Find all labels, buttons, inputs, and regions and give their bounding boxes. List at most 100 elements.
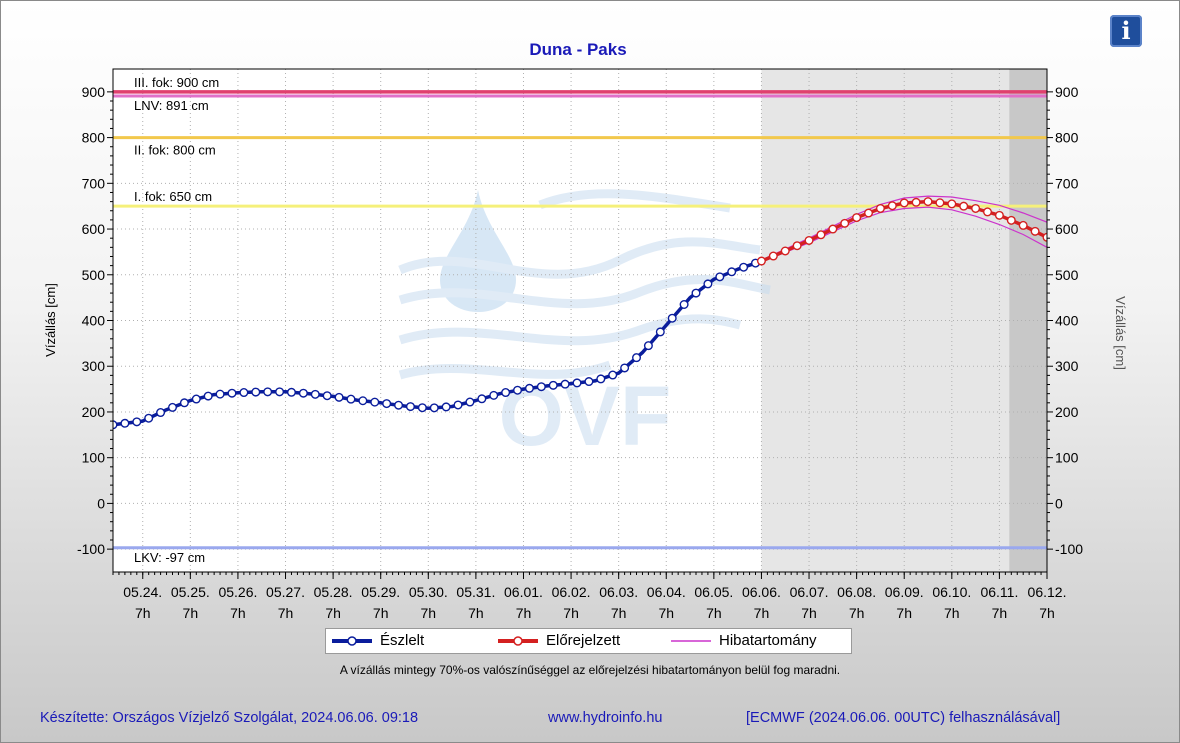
observed-point [727, 267, 737, 277]
observed-point [453, 400, 463, 410]
x-tick-label-date: 06.10. [932, 584, 971, 600]
x-tick-label-hour: 7h [183, 605, 199, 621]
legend-swatches [332, 636, 711, 646]
observed-point [203, 391, 213, 401]
y-tick-label-left: 800 [82, 130, 106, 146]
forecast-point [911, 197, 921, 207]
observed-point [703, 279, 713, 289]
forecast-point [1030, 226, 1040, 236]
observed-line [113, 259, 762, 427]
footer-source: [ECMWF (2024.06.06. 00UTC) felhasználásá… [746, 710, 1061, 726]
observed-point [286, 387, 296, 397]
observed-point [251, 387, 261, 397]
y-tick-label-right: 700 [1055, 175, 1079, 191]
forecast-point [875, 203, 885, 213]
y-tick-label-right: 400 [1055, 313, 1079, 329]
x-tick-label-hour: 7h [373, 605, 389, 621]
observed-point [739, 262, 749, 272]
observed-point [156, 408, 166, 418]
x-tick-label-date: 06.04. [647, 584, 686, 600]
x-tick-label-hour: 7h [944, 605, 960, 621]
forecast-point [1018, 220, 1028, 230]
footer-author: Készítette: Országos Vízjelző Szolgálat,… [40, 710, 419, 726]
observed-point [667, 313, 677, 323]
y-tick-label-left: 0 [97, 495, 105, 511]
footer-website[interactable]: www.hydroinfo.hu [548, 710, 663, 726]
x-tick-label-date: 06.07. [790, 584, 829, 600]
x-tick-label-hour: 7h [135, 605, 151, 621]
observed-point [417, 403, 427, 413]
x-tick-label-hour: 7h [563, 605, 579, 621]
observed-point [405, 402, 415, 412]
probability-note: A vízállás mintegy 70%-os valószínűségge… [339, 663, 841, 677]
forecast-point [828, 224, 838, 234]
extended-forecast-region [1009, 69, 1047, 572]
observed-point [596, 374, 606, 384]
observed-point [655, 327, 665, 337]
y-tick-label-left: 300 [82, 358, 106, 374]
axes: -100 -100 0 0 100 100 200 200 300 300 400 400 500 500… [77, 84, 1083, 621]
observed-point [239, 388, 249, 398]
observed-point [489, 390, 499, 400]
threshold-label: II. fok: 800 cm [134, 143, 216, 158]
observed-point [524, 383, 534, 393]
forecast-point [852, 213, 862, 223]
observed-point [584, 377, 594, 387]
x-tick-label-hour: 7h [992, 605, 1008, 621]
x-tick-label-hour: 7h [658, 605, 674, 621]
y-axis-label-left: Vízállás [cm] [43, 283, 58, 357]
observed-point [608, 370, 618, 380]
observed-point [560, 379, 570, 389]
info-button[interactable]: i [1110, 15, 1142, 47]
forecast-point [994, 210, 1004, 220]
observed-point [691, 288, 701, 298]
observed-point [191, 394, 201, 404]
threshold-label: LKV: -97 cm [134, 550, 205, 565]
observed-point [227, 388, 237, 398]
observed-point [643, 341, 653, 351]
x-tick-label-date: 05.28. [314, 584, 353, 600]
threshold-label: I. fok: 650 cm [134, 189, 212, 204]
forecast-point [1006, 215, 1016, 225]
x-tick-label-date: 06.03. [599, 584, 638, 600]
observed-point [275, 387, 285, 397]
x-tick-label-date: 05.26. [218, 584, 257, 600]
observed-point [632, 353, 642, 363]
x-tick-label-hour: 7h [325, 605, 341, 621]
observed-point [715, 272, 725, 282]
observed-point [322, 391, 332, 401]
x-tick-label-date: 05.30. [409, 584, 448, 600]
x-tick-label-hour: 7h [754, 605, 770, 621]
legend-label-forecast: Előrejelzett [546, 632, 621, 649]
forecast-point [792, 241, 802, 251]
x-tick-label-date: 06.08. [837, 584, 876, 600]
forecast-point [768, 251, 778, 261]
legend-swatch-forecast [498, 636, 538, 646]
observed-point [536, 382, 546, 392]
x-tick-label-date: 06.02. [552, 584, 591, 600]
forecast-point [864, 208, 874, 218]
observed-point [144, 413, 154, 423]
y-tick-label-left: 100 [82, 450, 106, 466]
forecast-region [761, 69, 1047, 572]
forecast-point [947, 199, 957, 209]
observed-point [215, 389, 225, 399]
x-tick-label-hour: 7h [278, 605, 294, 621]
x-tick-label-date: 06.11. [980, 584, 1018, 600]
observed-point [620, 363, 630, 373]
forecast-point [756, 256, 766, 266]
y-tick-label-right: 500 [1055, 267, 1079, 283]
forecast-point [780, 246, 790, 256]
observed-point [441, 402, 451, 412]
y-tick-label-left: 700 [82, 175, 106, 191]
x-tick-label-date: 06.06. [742, 584, 781, 600]
x-tick-label-date: 06.12. [1028, 584, 1067, 600]
forecast-point [816, 230, 826, 240]
chart-title: Duna - Paks [529, 40, 626, 59]
forecast-point [983, 207, 993, 217]
x-tick-label-date: 06.09. [885, 584, 924, 600]
x-tick-label-date: 05.29. [361, 584, 400, 600]
y-tick-label-left: 900 [82, 84, 106, 100]
y-tick-label-left: 200 [82, 404, 106, 420]
observed-point [358, 396, 368, 406]
